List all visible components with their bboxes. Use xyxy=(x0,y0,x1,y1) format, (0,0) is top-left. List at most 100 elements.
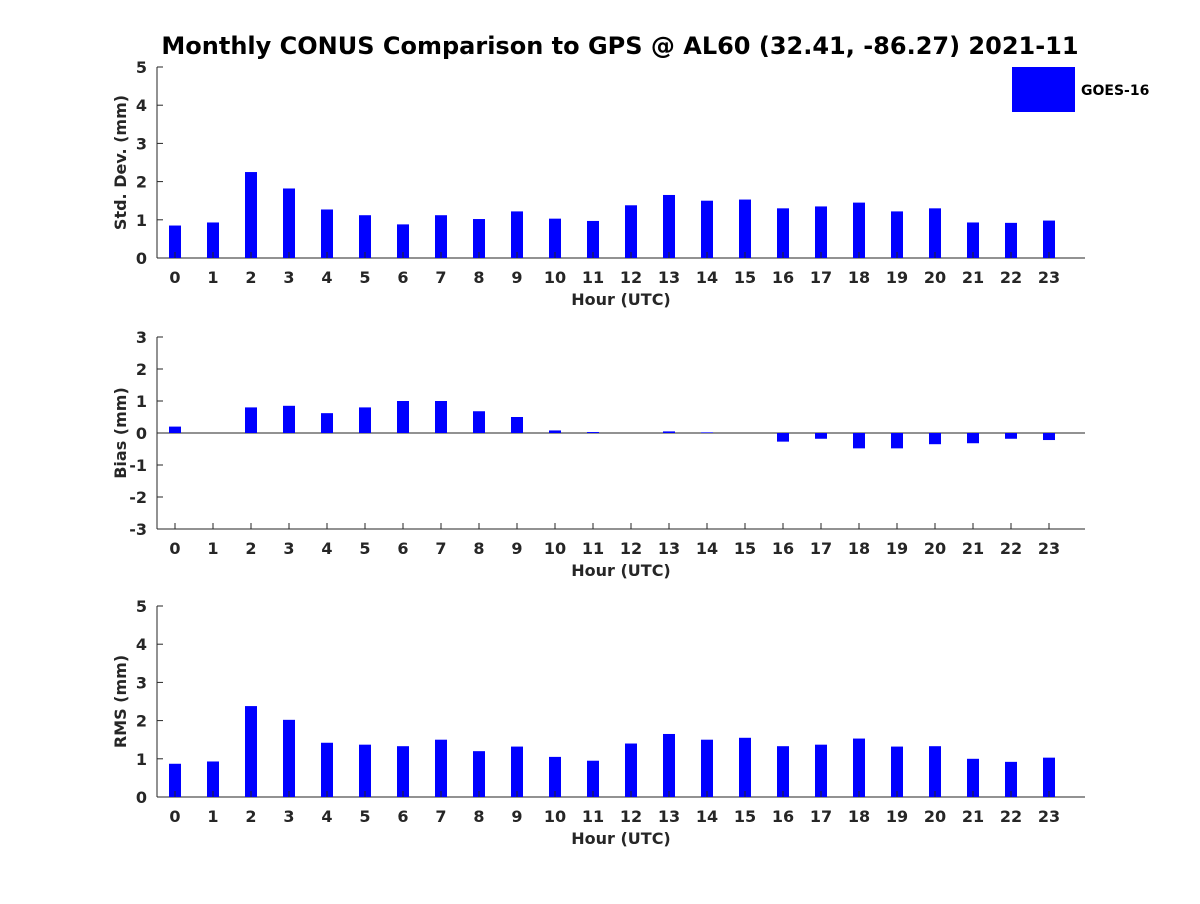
stddev-bar xyxy=(1005,222,1017,258)
stddev-bar xyxy=(587,220,599,258)
stddev-bar xyxy=(663,194,675,258)
stddev-bar xyxy=(929,208,941,258)
rms-bar xyxy=(169,763,181,797)
bias-y-tick-label: 3 xyxy=(136,328,147,347)
bias-y-tick-label: -3 xyxy=(129,520,147,539)
rms-x-tick-label: 15 xyxy=(734,807,756,826)
stddev-x-tick-label: 14 xyxy=(696,268,718,287)
bias-y-tick-label: 0 xyxy=(136,424,147,443)
bias-x-tick-label: 16 xyxy=(772,539,794,558)
rms-y-axis-label: RMS (mm) xyxy=(111,655,130,748)
bias-x-tick-label: 13 xyxy=(658,539,680,558)
bias-bar xyxy=(1005,433,1017,439)
rms-x-tick-label: 17 xyxy=(810,807,832,826)
bias-x-tick-label: 5 xyxy=(359,539,370,558)
rms-y-tick-label: 2 xyxy=(136,712,147,731)
stddev-bar xyxy=(207,222,219,258)
bias-x-tick-label: 7 xyxy=(435,539,446,558)
stddev-bar xyxy=(1043,220,1055,258)
rms-bar xyxy=(625,743,637,797)
bias-x-tick-label: 18 xyxy=(848,539,870,558)
bias-x-tick-label: 10 xyxy=(544,539,566,558)
stddev-x-tick-label: 17 xyxy=(810,268,832,287)
stddev-x-tick-label: 16 xyxy=(772,268,794,287)
legend: GOES-16 xyxy=(1012,67,1149,112)
bias-y-tick-label: -2 xyxy=(129,488,147,507)
rms-x-tick-label: 6 xyxy=(397,807,408,826)
stddev-x-tick-label: 18 xyxy=(848,268,870,287)
stddev-x-tick-label: 3 xyxy=(283,268,294,287)
stddev-x-tick-label: 10 xyxy=(544,268,566,287)
stddev-y-tick-label: 0 xyxy=(136,249,147,268)
rms-bar xyxy=(815,744,827,797)
stddev-y-tick-label: 3 xyxy=(136,134,147,153)
stddev-bar xyxy=(739,199,751,258)
rms-x-tick-label: 20 xyxy=(924,807,946,826)
rms-bar xyxy=(1043,757,1055,797)
bias-bar xyxy=(283,405,295,433)
rms-x-tick-label: 2 xyxy=(245,807,256,826)
stddev-bar xyxy=(891,211,903,258)
rms-x-tick-label: 16 xyxy=(772,807,794,826)
bias-x-tick-label: 21 xyxy=(962,539,984,558)
rms-bar xyxy=(359,744,371,797)
stddev-x-tick-label: 2 xyxy=(245,268,256,287)
bias-bar xyxy=(435,401,447,433)
stddev-x-tick-label: 19 xyxy=(886,268,908,287)
bias-bar xyxy=(663,431,675,433)
bias-x-tick-label: 6 xyxy=(397,539,408,558)
stddev-bar xyxy=(321,209,333,258)
stddev-x-tick-label: 1 xyxy=(207,268,218,287)
stddev-x-tick-label: 15 xyxy=(734,268,756,287)
rms-bar xyxy=(511,746,523,797)
bias-bar xyxy=(397,401,409,433)
bias-y-axis-label: Bias (mm) xyxy=(111,387,130,479)
chart-title: Monthly CONUS Comparison to GPS @ AL60 (… xyxy=(161,32,1078,60)
stddev-x-tick-label: 21 xyxy=(962,268,984,287)
bias-x-tick-label: 17 xyxy=(810,539,832,558)
stddev-x-tick-label: 4 xyxy=(321,268,332,287)
stddev-bar xyxy=(701,200,713,258)
bias-y-tick-label: 1 xyxy=(136,392,147,411)
bias-x-tick-label: 22 xyxy=(1000,539,1022,558)
bias-x-tick-label: 23 xyxy=(1038,539,1060,558)
stddev-bar xyxy=(169,225,181,258)
bias-y-tick-label: -1 xyxy=(129,456,147,475)
bias-bar xyxy=(701,432,713,433)
stddev-x-tick-label: 12 xyxy=(620,268,642,287)
rms-x-tick-label: 7 xyxy=(435,807,446,826)
stddev-bar xyxy=(511,211,523,258)
rms-x-tick-label: 13 xyxy=(658,807,680,826)
bias-x-tick-label: 1 xyxy=(207,539,218,558)
stddev-x-tick-label: 11 xyxy=(582,268,604,287)
bias-bar xyxy=(321,413,333,433)
rms-y-tick-label: 4 xyxy=(136,635,147,654)
bias-bar xyxy=(169,426,181,433)
bias-x-tick-label: 14 xyxy=(696,539,718,558)
stddev-bar xyxy=(359,215,371,258)
bias-x-tick-label: 0 xyxy=(169,539,180,558)
stddev-bar xyxy=(435,215,447,258)
bias-x-tick-label: 2 xyxy=(245,539,256,558)
bias-x-tick-label: 11 xyxy=(582,539,604,558)
bias-x-tick-label: 8 xyxy=(473,539,484,558)
rms-x-tick-label: 19 xyxy=(886,807,908,826)
rms-bar xyxy=(739,737,751,797)
stddev-x-tick-label: 20 xyxy=(924,268,946,287)
stddev-y-tick-label: 4 xyxy=(136,96,147,115)
rms-x-tick-label: 22 xyxy=(1000,807,1022,826)
rms-bar xyxy=(853,738,865,797)
rms-bar xyxy=(435,739,447,797)
rms-x-tick-label: 9 xyxy=(511,807,522,826)
rms-bar xyxy=(929,746,941,797)
rms-bar xyxy=(397,746,409,797)
rms-x-tick-label: 10 xyxy=(544,807,566,826)
stddev-y-axis-label: Std. Dev. (mm) xyxy=(111,95,130,230)
rms-bar xyxy=(701,739,713,797)
